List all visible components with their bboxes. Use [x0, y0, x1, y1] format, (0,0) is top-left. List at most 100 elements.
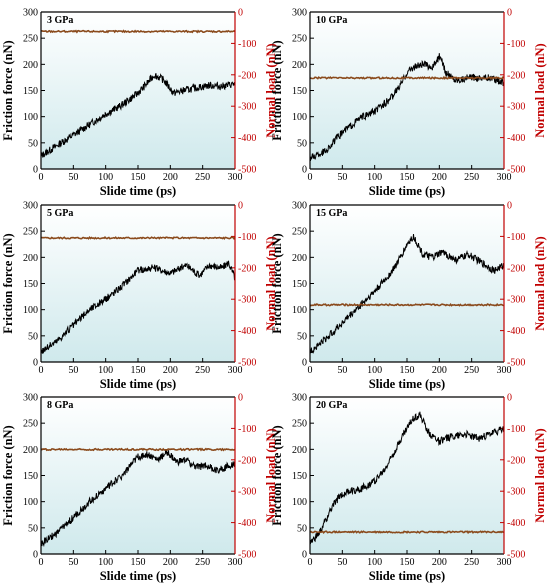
- y2-tick-label: -100: [507, 232, 525, 243]
- y2-tick-label: 0: [238, 393, 243, 404]
- y-axis-title: Friction force (nN): [270, 40, 284, 140]
- y2-tick-label: 0: [507, 393, 512, 404]
- x-tick-label: 300: [228, 172, 243, 183]
- chart-panel: 0 50 100 150 200 250 300 0 -100 -200 -300 -400 -500 0…: [1, 201, 278, 392]
- y-tick-label: 300: [292, 8, 307, 19]
- x-tick-label: 100: [367, 172, 382, 183]
- x-axis-title: Slide time (ps): [369, 377, 445, 391]
- chart-panel: 0 50 100 150 200 250 300 0 -100 -200 -300 -400 -500 0…: [270, 393, 547, 584]
- panel-label: 8 GPa: [47, 400, 73, 411]
- y-tick-label: 200: [23, 445, 38, 456]
- y2-axis-title: Normal load (nN): [264, 43, 278, 137]
- y-tick-label: 200: [23, 60, 38, 71]
- x-tick-label: 0: [39, 365, 44, 376]
- y-tick-label: 0: [33, 358, 38, 369]
- friction-force-line: [309, 233, 505, 355]
- normal-load-line: [310, 75, 505, 80]
- y-tick-label: 250: [23, 34, 38, 45]
- x-tick-label: 200: [432, 365, 447, 376]
- x-tick-label: 50: [68, 365, 78, 376]
- y-tick-label: 50: [297, 331, 307, 342]
- x-tick-label: 250: [195, 172, 210, 183]
- panel-label: 5 GPa: [47, 208, 73, 219]
- y-tick-label: 150: [23, 471, 38, 482]
- y2-tick-label: -300: [507, 487, 525, 498]
- y2-tick-label: -400: [507, 326, 525, 337]
- y2-tick-label: -200: [507, 70, 525, 81]
- y-tick-label: 300: [23, 8, 38, 19]
- plot-area: [41, 12, 235, 169]
- x-axis-title: Slide time (ps): [369, 569, 445, 583]
- x-tick-label: 100: [367, 557, 382, 568]
- x-tick-label: 150: [131, 557, 146, 568]
- plot-area: [310, 205, 504, 362]
- y2-tick-label: -200: [507, 455, 525, 466]
- y2-tick-label: -400: [238, 326, 256, 337]
- plot-area: [310, 12, 504, 169]
- x-tick-label: 300: [497, 172, 512, 183]
- y-tick-label: 0: [33, 550, 38, 561]
- x-tick-label: 300: [497, 557, 512, 568]
- y-tick-label: 0: [302, 550, 307, 561]
- y2-axis-title: Normal load (nN): [264, 236, 278, 330]
- chart-panel: 0 50 100 150 200 250 300 0 -100 -200 -300 -400 -500 0…: [1, 8, 278, 199]
- y-tick-label: 200: [292, 253, 307, 264]
- x-tick-label: 200: [432, 557, 447, 568]
- x-tick-label: 0: [308, 557, 313, 568]
- y-tick-label: 250: [292, 419, 307, 430]
- chart-panel: 0 50 100 150 200 250 300 0 -100 -200 -300 -400 -500 0…: [270, 8, 547, 199]
- x-tick-label: 50: [337, 557, 347, 568]
- y2-tick-label: -300: [238, 487, 256, 498]
- x-tick-label: 150: [400, 172, 415, 183]
- y2-tick-label: -400: [238, 133, 256, 144]
- x-tick-label: 300: [497, 365, 512, 376]
- y2-axis-title: Normal load (nN): [533, 43, 547, 137]
- x-tick-label: 200: [163, 365, 178, 376]
- y-tick-label: 50: [28, 523, 38, 534]
- y2-axis-title: Normal load (nN): [533, 428, 547, 522]
- friction-force-line: [309, 53, 505, 162]
- y2-tick-label: -400: [238, 518, 256, 529]
- y2-tick-label: -500: [507, 550, 525, 561]
- x-tick-label: 0: [39, 172, 44, 183]
- x-tick-label: 200: [163, 172, 178, 183]
- y-tick-label: 100: [23, 497, 38, 508]
- y-tick-label: 300: [23, 393, 38, 404]
- y2-tick-label: -300: [507, 102, 525, 113]
- y2-axis-title: Normal load (nN): [264, 428, 278, 522]
- y-tick-label: 100: [23, 305, 38, 316]
- x-tick-label: 250: [464, 365, 479, 376]
- y2-tick-label: -200: [238, 70, 256, 81]
- y-tick-label: 0: [302, 358, 307, 369]
- y2-tick-label: -100: [238, 232, 256, 243]
- y-tick-label: 50: [28, 138, 38, 149]
- x-tick-label: 50: [337, 172, 347, 183]
- y-axis-title: Friction force (nN): [1, 40, 15, 140]
- y-tick-label: 150: [292, 86, 307, 97]
- x-tick-label: 50: [68, 557, 78, 568]
- y2-axis-title: Normal load (nN): [533, 236, 547, 330]
- y2-tick-label: -500: [507, 358, 525, 369]
- y2-tick-label: -200: [507, 263, 525, 274]
- y2-tick-label: -200: [238, 263, 256, 274]
- y2-tick-label: -100: [238, 39, 256, 50]
- y-tick-label: 200: [292, 445, 307, 456]
- panel-label: 10 GPa: [316, 15, 347, 26]
- x-tick-label: 250: [464, 172, 479, 183]
- y-tick-label: 200: [23, 253, 38, 264]
- x-tick-label: 150: [400, 365, 415, 376]
- y2-tick-label: 0: [238, 8, 243, 19]
- normal-load-line: [40, 447, 236, 452]
- x-tick-label: 0: [308, 365, 313, 376]
- y-tick-label: 50: [297, 523, 307, 534]
- x-axis-title: Slide time (ps): [369, 184, 445, 198]
- y2-tick-label: -500: [507, 165, 525, 176]
- y-tick-label: 300: [23, 201, 38, 212]
- x-axis-title: Slide time (ps): [100, 377, 176, 391]
- plot-area: [41, 397, 235, 554]
- x-tick-label: 200: [163, 557, 178, 568]
- y2-tick-label: -100: [507, 424, 525, 435]
- y-axis-title: Friction force (nN): [1, 233, 15, 333]
- x-axis-title: Slide time (ps): [100, 184, 176, 198]
- normal-load-line: [40, 29, 236, 34]
